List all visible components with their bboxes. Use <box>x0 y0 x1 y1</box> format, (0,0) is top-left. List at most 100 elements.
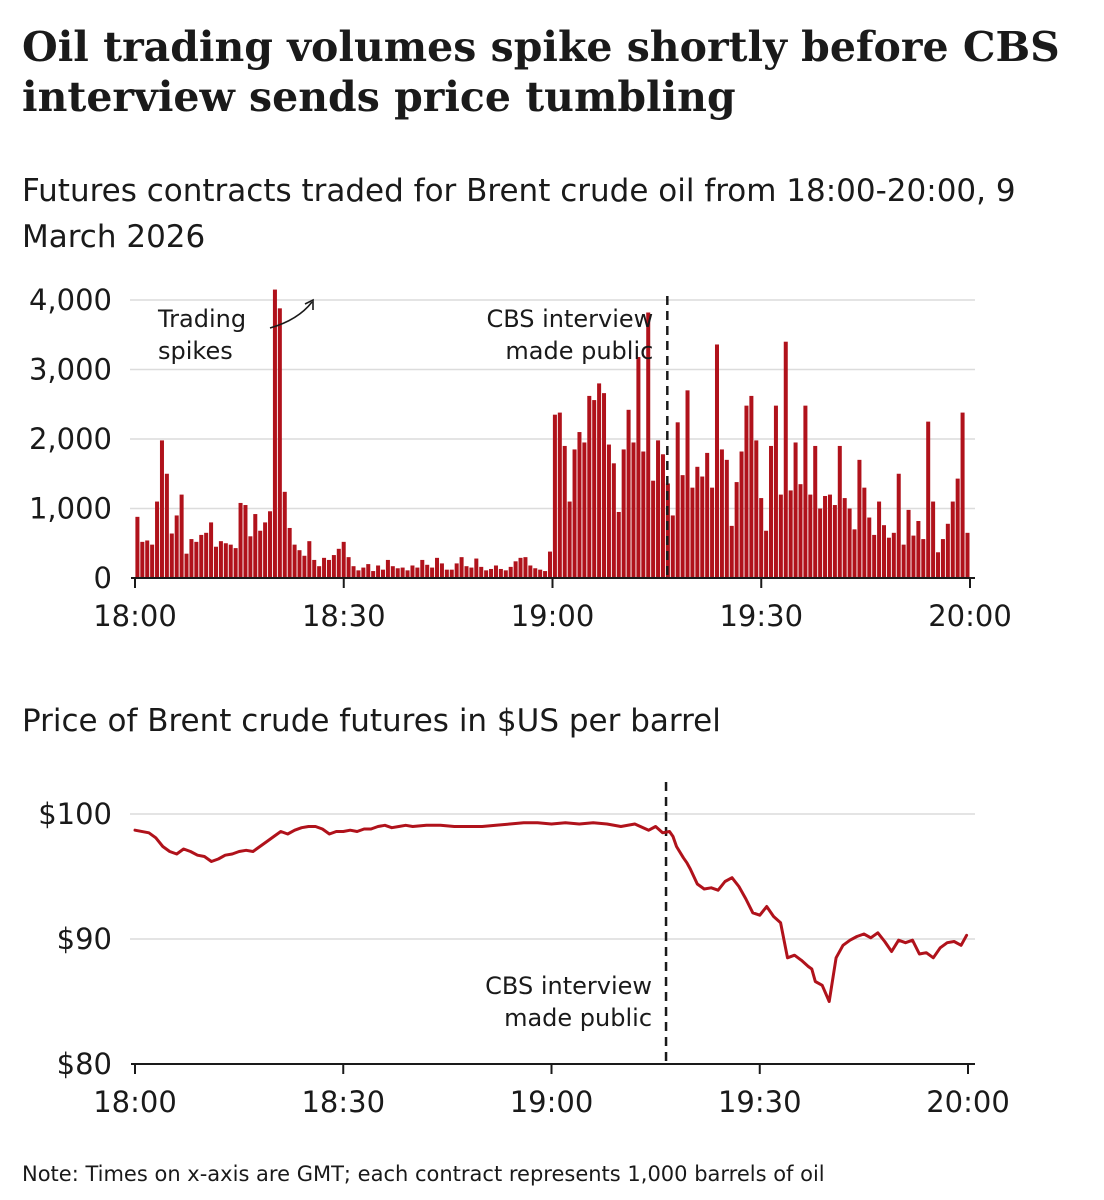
volume-bar <box>292 544 297 578</box>
volume-bar <box>223 543 228 578</box>
volume-bar <box>813 445 818 578</box>
volume-bar <box>621 449 626 578</box>
footnote: Note: Times on x-axis are GMT; each cont… <box>22 1162 825 1186</box>
volume-bar <box>317 566 322 578</box>
volume-bar <box>960 412 965 578</box>
volume-bar <box>272 289 277 578</box>
volume-bar <box>710 487 715 578</box>
volume-bar <box>199 534 204 578</box>
volume-bar <box>602 393 607 578</box>
volume-bar <box>469 567 474 578</box>
volume-bar <box>955 478 960 578</box>
volume-bar <box>454 563 459 578</box>
volume-bar <box>793 442 798 578</box>
volume-bar <box>734 482 739 578</box>
volume-bar <box>538 569 543 578</box>
volume-bar <box>380 569 385 578</box>
volume-bar <box>479 566 484 578</box>
volume-bar <box>174 515 179 578</box>
volume-bar <box>297 550 302 578</box>
volume-bar <box>341 541 346 578</box>
volume-bar <box>744 405 749 578</box>
volume-bar <box>700 476 705 578</box>
volume-bar <box>420 559 425 578</box>
volume-bar <box>926 421 931 578</box>
volume-bar <box>513 561 518 578</box>
volume-bar <box>508 566 513 578</box>
volume-bar <box>557 412 562 578</box>
arrow-icon <box>269 301 313 329</box>
volume-bar <box>238 502 243 578</box>
volume-bar <box>326 559 331 578</box>
volume-bar <box>749 395 754 578</box>
volume-bar <box>714 344 719 578</box>
volume-bar <box>179 494 184 578</box>
volume-bar <box>759 498 764 578</box>
volume-bar <box>395 568 400 578</box>
volume-bar <box>155 501 160 578</box>
volume-bar <box>498 568 503 578</box>
volume-bar <box>493 565 498 578</box>
volume-bar <box>783 341 788 578</box>
y-tick-label: 3,000 <box>29 353 112 387</box>
y-tick-label: $100 <box>38 797 112 831</box>
volume-bar <box>425 564 430 578</box>
volume-bar <box>282 491 287 578</box>
x-tick-label: 19:30 <box>719 599 803 633</box>
volume-bar <box>847 508 852 578</box>
volume-bar <box>336 548 341 578</box>
volume-bar <box>680 475 685 578</box>
volume-bar <box>356 570 361 578</box>
volume-bar <box>189 539 194 578</box>
x-tick-label: 19:00 <box>510 1085 594 1119</box>
volume-bar <box>665 483 670 578</box>
volume-bar <box>489 568 494 578</box>
volume-bar <box>641 451 646 578</box>
volume-bar <box>877 501 882 578</box>
volume-bar <box>184 553 189 578</box>
volume-bar <box>312 559 317 578</box>
volume-bar <box>164 473 169 578</box>
volume-bar <box>194 541 199 578</box>
x-tick-label: 18:30 <box>301 1085 385 1119</box>
volume-bar <box>444 569 449 578</box>
volume-bar <box>528 565 533 578</box>
x-tick-label: 20:00 <box>928 599 1012 633</box>
volume-bar <box>209 522 214 578</box>
volume-bar <box>552 414 557 578</box>
volume-bar <box>945 523 950 578</box>
volume-bar <box>415 567 420 578</box>
volume-bar <box>145 540 150 578</box>
arrow-head-icon <box>304 298 314 310</box>
volume-bar <box>901 544 906 578</box>
volume-bar <box>631 442 636 578</box>
volume-bar <box>646 312 651 578</box>
volume-bar <box>611 463 616 578</box>
volume-bar <box>773 405 778 578</box>
y-tick-label: $80 <box>57 1047 112 1081</box>
volume-bar <box>587 395 592 578</box>
y-tick-label: 0 <box>94 561 112 595</box>
volume-bar <box>371 571 376 578</box>
volume-bar <box>778 494 783 578</box>
volume-bar <box>547 551 552 578</box>
volume-bar <box>862 487 867 578</box>
volume-bar <box>886 537 891 578</box>
volume-bar <box>459 557 464 578</box>
volume-bar <box>906 509 911 578</box>
volume-bar <box>724 459 729 578</box>
volume-bar <box>439 563 444 578</box>
volume-bar <box>135 516 140 578</box>
volume-bar <box>474 558 479 578</box>
volume-bar <box>823 495 828 578</box>
volume-bar <box>258 530 263 578</box>
volume-bar <box>852 529 857 578</box>
volume-bar <box>832 505 837 578</box>
volume-bar <box>435 557 440 578</box>
volume-bar <box>705 452 710 578</box>
volume-bar <box>562 445 567 578</box>
cbs-interview-label: CBS interview <box>485 972 652 1000</box>
x-tick-label: 19:30 <box>718 1085 802 1119</box>
x-tick-label: 18:00 <box>93 599 177 633</box>
volume-bar <box>685 390 690 578</box>
